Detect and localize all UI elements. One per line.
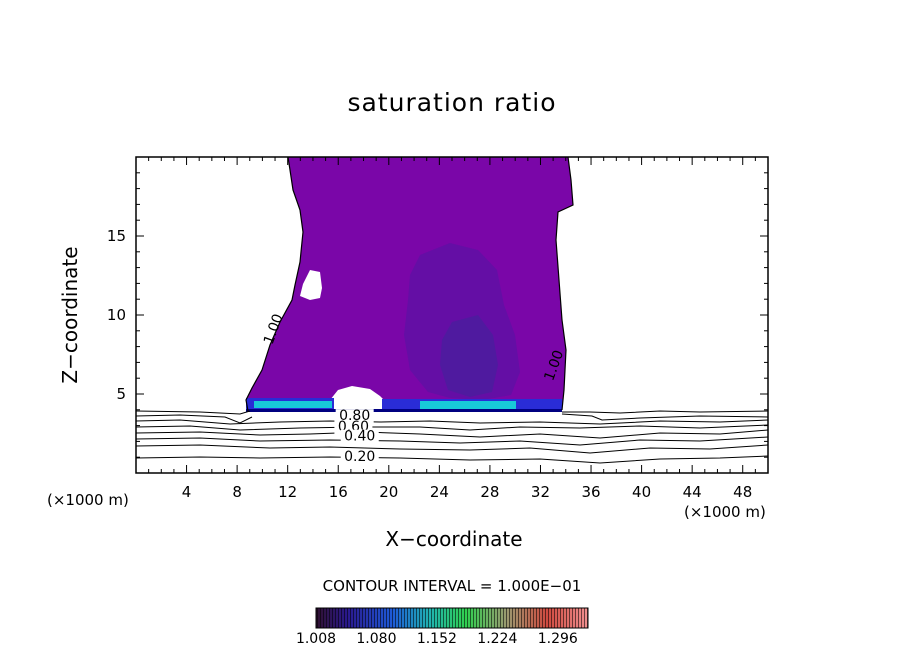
colorbar-stripes xyxy=(316,608,588,628)
contour-label-background xyxy=(340,429,379,444)
colorbar-tick-label: 1.224 xyxy=(477,631,518,647)
y-tick-label: 5 xyxy=(116,385,126,403)
x-tick-label: 16 xyxy=(328,483,348,501)
x-tick-label: 24 xyxy=(429,483,449,501)
x-tick-label: 48 xyxy=(733,483,753,501)
y-axis-ticks xyxy=(136,172,768,458)
x-tick-label: 44 xyxy=(682,483,702,501)
cloud-base-left-bright xyxy=(254,401,332,408)
contour-field xyxy=(136,157,768,464)
contour-line-1.00 xyxy=(245,157,574,412)
x-tick-label: 36 xyxy=(581,483,601,501)
contour-interval-label: CONTOUR INTERVAL = 1.000E−01 xyxy=(322,577,582,595)
chart-title: saturation ratio xyxy=(347,88,557,117)
colorbar xyxy=(315,607,589,629)
y-axis-label: Z−coordinate xyxy=(58,246,82,384)
x-tick-label: 40 xyxy=(632,483,652,501)
x-tick-label: 8 xyxy=(232,483,242,501)
x-tick-label: 12 xyxy=(278,483,298,501)
cloud-base-edge xyxy=(246,409,562,412)
colorbar-tick-label: 1.296 xyxy=(537,631,578,647)
subcloud-contours xyxy=(136,410,768,464)
x-axis-label: X−coordinate xyxy=(385,527,523,551)
colorbar-frame xyxy=(315,607,589,629)
colorbar-tick-label: 1.152 xyxy=(416,631,457,647)
colorbar-tick-label: 1.080 xyxy=(356,631,397,647)
cloud-hole xyxy=(300,270,322,300)
y-tick-label: 15 xyxy=(106,227,126,245)
contour-label-background xyxy=(340,450,379,465)
x-tick-label: 32 xyxy=(530,483,551,501)
x-unit-label-left: (×1000 m) xyxy=(47,491,129,509)
colorbar-tick-label: 1.008 xyxy=(295,631,337,647)
x-unit-label-right: (×1000 m) xyxy=(684,503,766,521)
y-tick-label: 10 xyxy=(106,306,126,324)
x-axis-ticks xyxy=(148,157,756,473)
contour-label: 0.80 xyxy=(339,408,370,424)
x-tick-label: 28 xyxy=(480,483,500,501)
contour-label: 0.20 xyxy=(344,449,375,465)
contour-label-background xyxy=(335,409,374,424)
x-tick-label: 20 xyxy=(379,483,399,501)
cloud-base-right-bright xyxy=(420,401,516,409)
contour-label: 0.40 xyxy=(344,429,375,445)
cloud-core-inner xyxy=(440,315,498,397)
x-tick-label: 4 xyxy=(181,483,192,501)
